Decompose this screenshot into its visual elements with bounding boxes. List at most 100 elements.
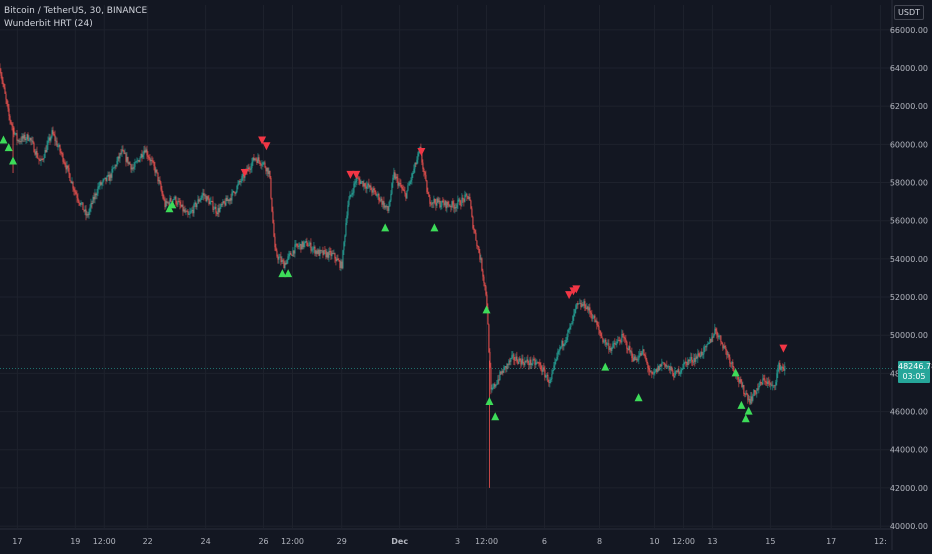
candle-body — [31, 140, 33, 142]
candle-body — [512, 354, 514, 356]
currency-label[interactable]: USDT — [894, 5, 924, 20]
buy-signal-arrow — [485, 397, 494, 406]
candle-body — [525, 361, 527, 362]
candle-body — [135, 161, 137, 163]
candle-body — [510, 358, 512, 362]
candle-body — [479, 252, 481, 260]
candle-body — [132, 167, 134, 169]
candle-body — [160, 183, 162, 190]
candle-body — [46, 144, 48, 153]
candle-body — [627, 348, 629, 351]
candle-body — [639, 353, 641, 356]
candle-body — [87, 214, 89, 216]
candle-body — [304, 241, 306, 244]
candle-body — [601, 336, 603, 339]
candle-body — [597, 324, 599, 327]
buy-signal-arrow — [168, 200, 177, 209]
candle-body — [330, 251, 332, 257]
candle-body — [699, 355, 701, 357]
candle-body — [783, 368, 785, 371]
candle-body — [380, 198, 382, 201]
candle-body — [283, 261, 285, 269]
candle-body — [333, 253, 335, 254]
candle-body — [747, 394, 749, 401]
candle-body — [78, 200, 80, 203]
candle-body — [5, 93, 7, 100]
candle-body — [649, 370, 651, 373]
candle-body — [172, 199, 174, 203]
candle-body — [600, 333, 602, 337]
candle-body — [319, 249, 321, 256]
candle-body — [660, 364, 662, 367]
candle-body — [212, 201, 214, 210]
candle-body — [339, 260, 341, 268]
time-tick-label: 29 — [337, 537, 347, 546]
candle-body — [100, 182, 102, 185]
candle-body — [778, 363, 780, 370]
buy-signal-arrow — [731, 368, 740, 377]
candle-body — [441, 200, 443, 206]
buy-signal-arrow — [737, 400, 746, 409]
candle-body — [454, 207, 456, 209]
candle-body — [358, 178, 360, 181]
candle-body — [680, 369, 682, 373]
candle-body — [259, 160, 261, 164]
candle-body — [271, 197, 273, 212]
candle-body — [732, 361, 734, 368]
candle-body — [729, 357, 731, 364]
candle-body — [686, 361, 688, 366]
candle-body — [726, 350, 728, 356]
candle-body — [661, 362, 663, 367]
candle-body — [56, 140, 58, 147]
candle-body — [588, 307, 590, 311]
candle-body — [92, 196, 94, 204]
candle-body — [385, 205, 387, 208]
candle-body — [689, 359, 691, 362]
candle-body — [779, 363, 781, 370]
candle-body — [755, 392, 757, 394]
candle-body — [94, 193, 96, 200]
candle-body — [384, 205, 386, 208]
candle-body — [147, 155, 149, 157]
candle-body — [403, 189, 405, 192]
candle-body — [695, 356, 697, 362]
candle-body — [561, 341, 563, 347]
time-tick-label: 6 — [542, 537, 547, 546]
candle-body — [443, 202, 445, 206]
candle-body — [192, 209, 194, 214]
grid-lines — [0, 0, 893, 550]
candle-body — [679, 372, 681, 374]
candle-body — [39, 159, 41, 162]
candle-body — [118, 156, 120, 159]
candle-body — [581, 304, 583, 307]
candle-body — [675, 370, 677, 372]
candle-body — [342, 250, 344, 269]
candle-body — [265, 167, 267, 172]
candle-body — [297, 245, 299, 247]
candle-body — [34, 152, 36, 155]
indicator-label[interactable]: Wunderbit HRT (24) — [4, 19, 93, 29]
candle-body — [733, 367, 735, 372]
candle-body — [341, 261, 343, 269]
candle-body — [142, 155, 144, 158]
time-tick-label: 15 — [765, 537, 775, 546]
candle-body — [206, 196, 208, 202]
candle-body — [141, 153, 143, 158]
candle-body — [388, 206, 390, 211]
candle-body — [347, 205, 349, 216]
candle-body — [284, 262, 286, 269]
candle-body — [502, 370, 504, 373]
candle-body — [125, 153, 127, 162]
candle-body — [496, 383, 498, 385]
candle-body — [10, 120, 12, 124]
candle-body — [542, 367, 544, 372]
candle-body — [24, 134, 26, 141]
time-axis[interactable]: 17 19 12:00 22 24 26 12:00 29 Dec 3 12:00 6 8 10 12:00… — [12, 537, 887, 546]
candle-body — [314, 246, 316, 254]
candle-body — [221, 204, 223, 205]
candle-body — [543, 367, 545, 370]
price-tick-label: 52000.00 — [890, 293, 928, 302]
candle-body — [390, 193, 392, 201]
